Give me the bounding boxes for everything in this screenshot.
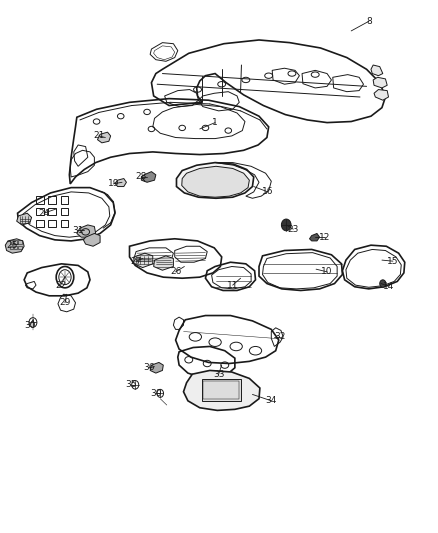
Bar bbox=[48, 196, 56, 204]
Bar bbox=[60, 196, 68, 204]
Text: 27: 27 bbox=[130, 257, 141, 265]
Polygon shape bbox=[5, 239, 24, 253]
Text: 30: 30 bbox=[24, 321, 35, 329]
Polygon shape bbox=[183, 370, 259, 410]
Polygon shape bbox=[372, 77, 386, 88]
Ellipse shape bbox=[281, 219, 290, 231]
Text: 34: 34 bbox=[265, 397, 276, 405]
Text: 24: 24 bbox=[38, 209, 49, 217]
Text: 8: 8 bbox=[365, 17, 371, 26]
Text: 29: 29 bbox=[59, 298, 71, 307]
Text: 25: 25 bbox=[7, 241, 18, 249]
Text: 30: 30 bbox=[150, 389, 161, 398]
Bar bbox=[60, 220, 68, 227]
Text: 15: 15 bbox=[386, 257, 398, 265]
Bar bbox=[14, 246, 17, 249]
Polygon shape bbox=[97, 132, 110, 143]
Bar bbox=[18, 246, 21, 249]
Polygon shape bbox=[181, 166, 249, 197]
Text: 11: 11 bbox=[226, 281, 238, 289]
Polygon shape bbox=[141, 172, 155, 182]
Text: 33: 33 bbox=[212, 370, 224, 378]
Ellipse shape bbox=[379, 280, 385, 287]
Bar bbox=[14, 240, 17, 244]
Text: 36: 36 bbox=[143, 364, 155, 372]
Polygon shape bbox=[309, 233, 319, 241]
Bar bbox=[48, 220, 56, 227]
Polygon shape bbox=[176, 163, 253, 198]
Bar bbox=[36, 208, 44, 215]
Text: 28: 28 bbox=[135, 173, 147, 181]
Bar bbox=[60, 208, 68, 215]
Polygon shape bbox=[150, 362, 163, 373]
Text: 21: 21 bbox=[93, 132, 104, 140]
Bar bbox=[10, 240, 13, 244]
Text: 22: 22 bbox=[55, 281, 66, 289]
Text: 31: 31 bbox=[72, 226, 84, 235]
Polygon shape bbox=[373, 90, 388, 100]
Polygon shape bbox=[153, 256, 173, 270]
Polygon shape bbox=[83, 233, 100, 246]
Polygon shape bbox=[17, 213, 32, 225]
Polygon shape bbox=[134, 253, 152, 268]
Bar bbox=[36, 220, 44, 227]
Bar bbox=[48, 208, 56, 215]
Text: 32: 32 bbox=[274, 333, 285, 341]
Text: 14: 14 bbox=[382, 282, 393, 290]
Text: 10: 10 bbox=[321, 268, 332, 276]
Text: 23: 23 bbox=[287, 225, 298, 233]
Polygon shape bbox=[370, 65, 382, 76]
Polygon shape bbox=[115, 179, 126, 187]
Text: 1: 1 bbox=[212, 118, 218, 127]
Text: 12: 12 bbox=[318, 233, 330, 241]
Bar bbox=[201, 379, 240, 401]
Bar bbox=[10, 246, 13, 249]
Text: 35: 35 bbox=[125, 381, 136, 389]
Text: 26: 26 bbox=[170, 268, 181, 276]
Bar bbox=[18, 240, 21, 244]
Polygon shape bbox=[77, 225, 95, 237]
Text: 16: 16 bbox=[261, 188, 273, 196]
Bar bbox=[36, 196, 44, 204]
Text: 19: 19 bbox=[107, 180, 119, 188]
Bar bbox=[203, 381, 239, 399]
